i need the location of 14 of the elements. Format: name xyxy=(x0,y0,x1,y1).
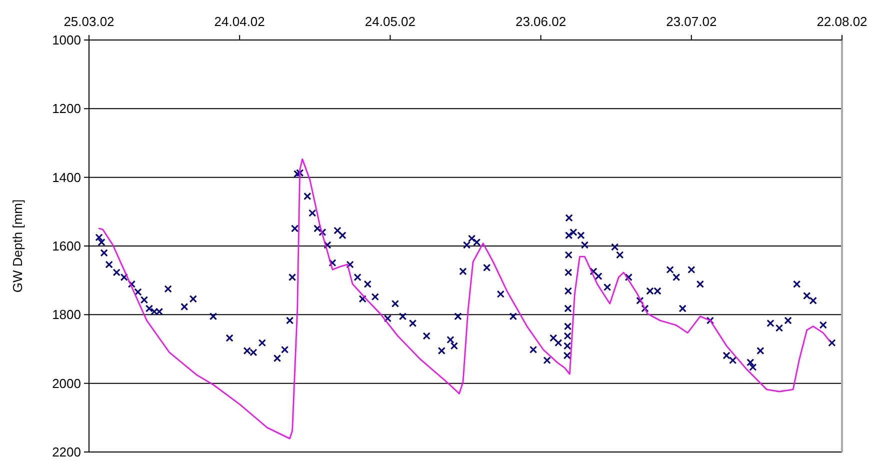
y-tick-label: 2200 xyxy=(52,444,81,460)
y-tick-label: 1000 xyxy=(52,32,81,48)
y-tick-label: 1400 xyxy=(52,170,81,185)
x-tick-label: 24.05.02 xyxy=(364,14,416,29)
y-tick-label: 1800 xyxy=(52,307,81,322)
x-tick-label: 23.06.02 xyxy=(515,14,566,29)
x-tick-label: 24.04.02 xyxy=(214,14,265,29)
y-tick-label: 1200 xyxy=(52,101,81,116)
y-tick-label: 2000 xyxy=(52,376,81,391)
x-tick-label: 22.08.02 xyxy=(816,14,868,29)
y-axis-title: GW Depth [mm] xyxy=(10,199,25,293)
x-tick-label: 23.07.02 xyxy=(666,14,717,29)
x-tick-label: 25.03.02 xyxy=(64,14,114,29)
y-tick-label: 1600 xyxy=(52,238,81,254)
